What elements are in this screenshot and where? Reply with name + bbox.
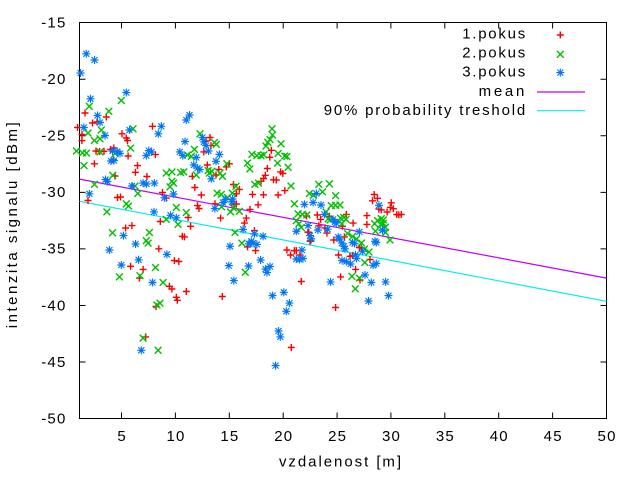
svg-text:15: 15 bbox=[220, 428, 239, 445]
svg-text:mean: mean bbox=[479, 83, 527, 100]
svg-text:1.pokus: 1.pokus bbox=[462, 25, 527, 42]
svg-text:10: 10 bbox=[166, 428, 185, 445]
svg-text:-15: -15 bbox=[41, 15, 66, 32]
svg-text:-40: -40 bbox=[41, 297, 66, 314]
svg-text:-20: -20 bbox=[41, 71, 66, 88]
svg-text:-30: -30 bbox=[41, 184, 66, 201]
svg-text:90% probability treshold: 90% probability treshold bbox=[324, 102, 527, 119]
svg-text:25: 25 bbox=[328, 428, 347, 445]
svg-text:45: 45 bbox=[544, 428, 563, 445]
svg-text:30: 30 bbox=[382, 428, 401, 445]
svg-text:3.pokus: 3.pokus bbox=[462, 64, 527, 81]
svg-text:-50: -50 bbox=[41, 410, 66, 427]
svg-text:35: 35 bbox=[436, 428, 455, 445]
svg-text:5: 5 bbox=[117, 428, 127, 445]
svg-text:50: 50 bbox=[598, 428, 617, 445]
svg-text:-25: -25 bbox=[41, 128, 66, 145]
svg-text:intenzita signalu [dBm]: intenzita signalu [dBm] bbox=[4, 120, 21, 328]
svg-text:20: 20 bbox=[274, 428, 293, 445]
svg-text:vzdalenost [m]: vzdalenost [m] bbox=[279, 454, 403, 471]
svg-text:-35: -35 bbox=[41, 241, 66, 258]
svg-text:2.pokus: 2.pokus bbox=[462, 45, 527, 62]
svg-text:40: 40 bbox=[490, 428, 509, 445]
svg-text:-45: -45 bbox=[41, 354, 66, 371]
